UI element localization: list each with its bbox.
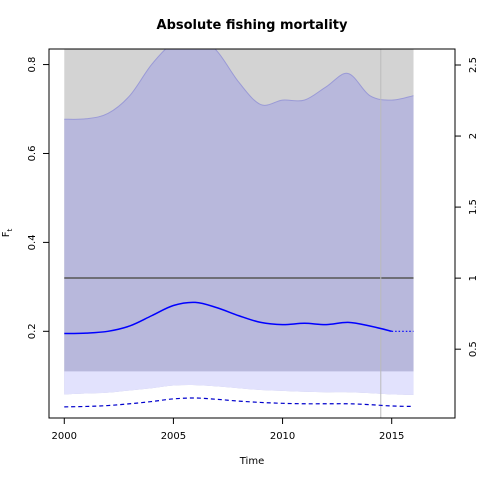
y-axis-title-subscript: t	[6, 228, 14, 231]
y2-tick-label: 0.5	[468, 341, 479, 357]
y2-tick-label: 1	[468, 275, 479, 281]
y-axis-right: 0.5 1 1.5 2 2.5	[455, 57, 479, 357]
x-axis: 2000 2005 2010 2015	[52, 418, 404, 442]
x-tick-label: 2010	[270, 431, 295, 442]
y-axis-title-main: F	[1, 231, 12, 237]
y-tick-label: 0.6	[27, 146, 38, 162]
y-tick-label: 0.2	[27, 323, 38, 339]
chart-title: Absolute fishing mortality	[157, 18, 348, 33]
y-axis-title: Ft	[1, 228, 14, 237]
y-tick-label: 0.8	[27, 57, 38, 73]
x-axis-title: Time	[239, 456, 264, 467]
x-tick-label: 2005	[161, 431, 186, 442]
plot-area	[64, 49, 414, 418]
y2-tick-label: 2.5	[468, 57, 479, 73]
estimate-line	[64, 301, 392, 335]
light-ci-band	[64, 371, 414, 395]
x-tick-label: 2015	[379, 431, 404, 442]
plot-frame	[48, 48, 456, 419]
y-tick-label: 0.4	[27, 234, 38, 250]
lower-dashed-line	[64, 397, 414, 408]
estimate-ci-band	[64, 49, 414, 395]
y2-tick-label: 2	[468, 133, 479, 139]
y2-tick-label: 1.5	[468, 199, 479, 215]
y-axis-left: 0.2 0.4 0.6 0.8	[27, 57, 49, 339]
svg-text:Ft: Ft	[1, 228, 14, 237]
estimate-ci-upper-edge	[64, 49, 414, 120]
x-tick-label: 2000	[52, 431, 77, 442]
